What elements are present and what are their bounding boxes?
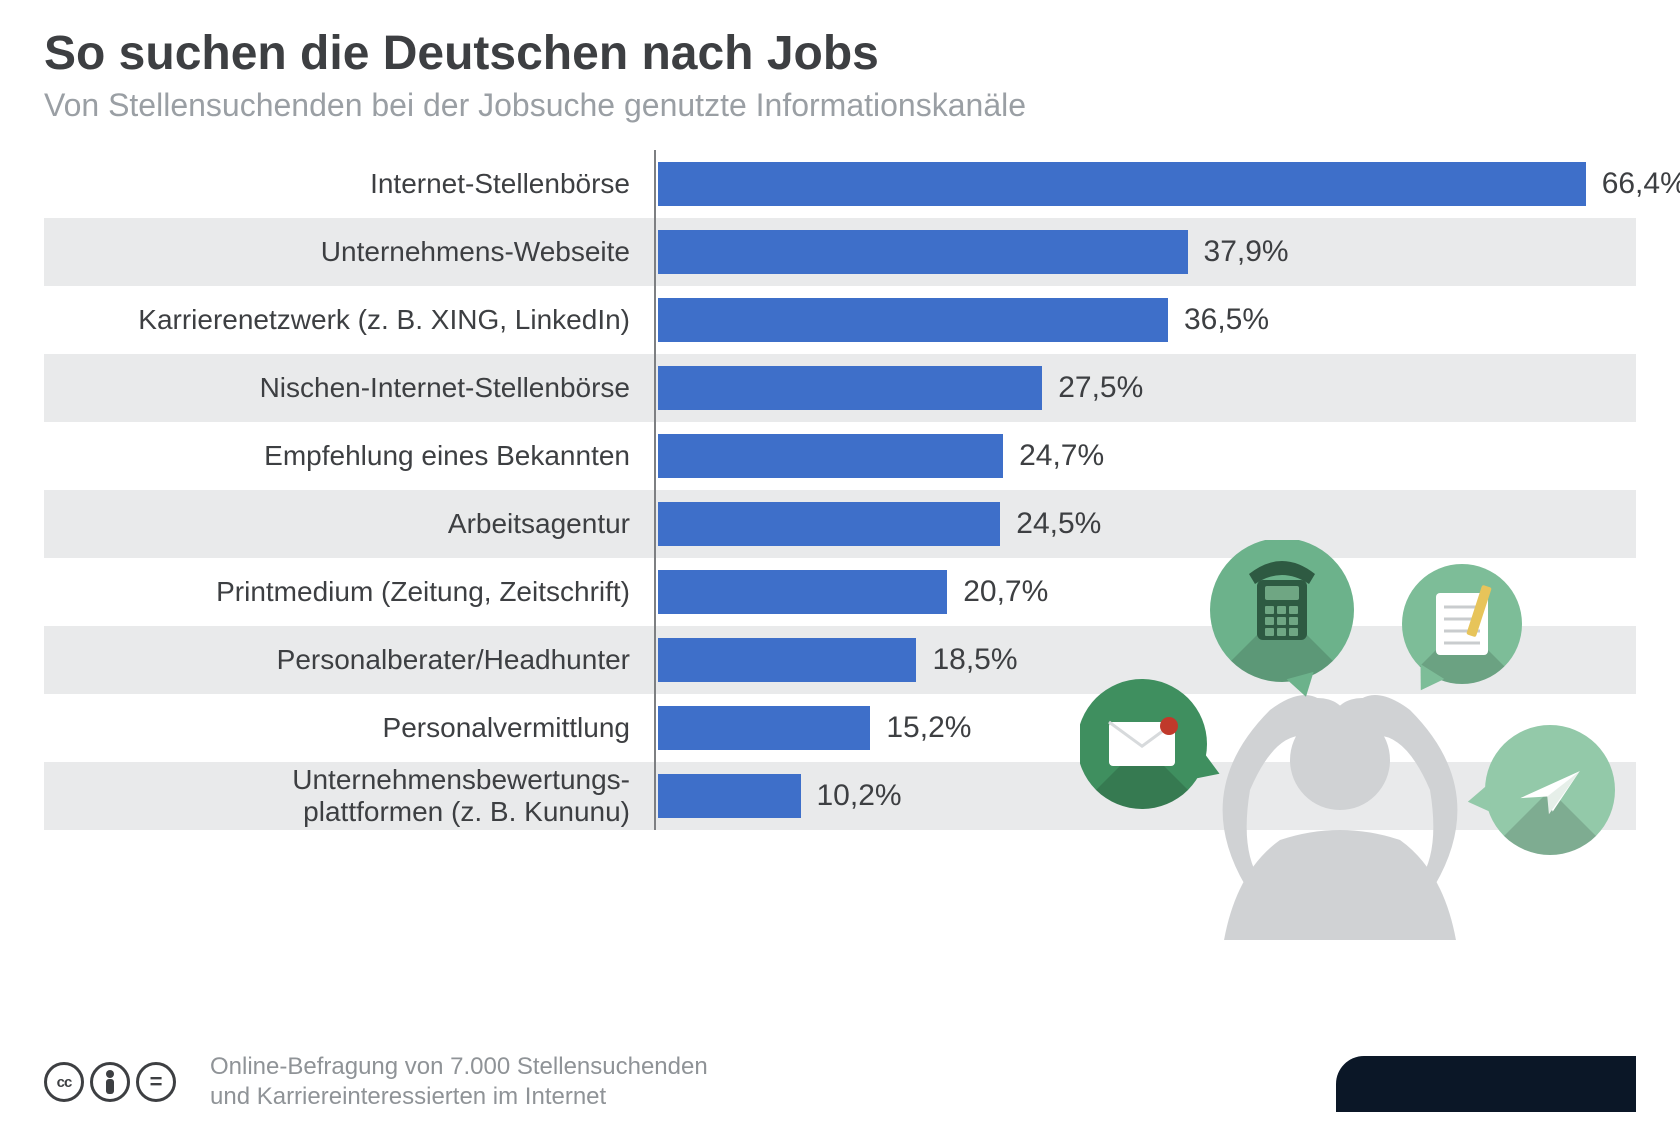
row-label-cell: Empfehlung eines Bekannten bbox=[44, 422, 654, 490]
row-label: Personalvermittlung bbox=[383, 712, 630, 743]
bar-value: 20,7% bbox=[963, 575, 1048, 609]
mail-icon bbox=[1109, 717, 1178, 766]
row-label-cell: Karrierenetzwerk (z. B. XING, LinkedIn) bbox=[44, 286, 654, 354]
bar-value: 27,5% bbox=[1058, 371, 1143, 405]
plane-bubble bbox=[1458, 725, 1620, 940]
row-label-cell: Arbeitsagentur bbox=[44, 490, 654, 558]
chart-row: Unternehmens-Webseite 37,9% bbox=[44, 218, 1636, 286]
bar-value: 10,2% bbox=[817, 779, 902, 813]
illustration bbox=[1080, 540, 1620, 940]
bar-value: 36,5% bbox=[1184, 303, 1269, 337]
infographic-page: So suchen die Deutschen nach Jobs Von St… bbox=[0, 0, 1680, 1130]
phone-icon bbox=[1249, 561, 1315, 640]
bar bbox=[658, 366, 1042, 410]
row-label: Empfehlung eines Bekannten bbox=[264, 440, 630, 471]
row-label: Personalberater/Headhunter bbox=[277, 644, 630, 675]
row-label-cell: Unternehmens-Webseite bbox=[44, 218, 654, 286]
nd-icon: = bbox=[136, 1062, 176, 1102]
brand-tab bbox=[1336, 1056, 1636, 1112]
bar bbox=[658, 230, 1188, 274]
bar bbox=[658, 570, 947, 614]
bar bbox=[658, 434, 1003, 478]
row-label-cell: Internet-Stellenbörse bbox=[44, 150, 654, 218]
chart-row: Internet-Stellenbörse66,4% bbox=[44, 150, 1636, 218]
bar bbox=[658, 638, 916, 682]
row-bar-cell: 36,5% bbox=[654, 286, 1636, 354]
row-label: Unternehmensbewertungs- plattformen (z. … bbox=[292, 764, 630, 827]
bar-value: 18,5% bbox=[932, 643, 1017, 677]
row-bar-cell: 27,5% bbox=[654, 354, 1636, 422]
bar-value: 15,2% bbox=[886, 711, 971, 745]
row-bar-cell: 24,7% bbox=[654, 422, 1636, 490]
row-bar-cell: 66,4% bbox=[654, 150, 1680, 218]
bar bbox=[658, 502, 1000, 546]
chart-row: Karrierenetzwerk (z. B. XING, LinkedIn) 3… bbox=[44, 286, 1636, 354]
row-bar-cell: 37,9% bbox=[654, 218, 1636, 286]
row-label: Printmedium (Zeitung, Zeitschrift) bbox=[216, 576, 630, 607]
footer: cc = Online-Befragung von 7.000 Stellens… bbox=[44, 1052, 1636, 1112]
row-label-cell: Nischen-Internet-Stellenbörse bbox=[44, 354, 654, 422]
row-label: Karrierenetzwerk (z. B. XING, LinkedIn) bbox=[138, 304, 630, 335]
bar-value: 37,9% bbox=[1204, 235, 1289, 269]
chart-row: Nischen-Internet-Stellenbörse 27,5% bbox=[44, 354, 1636, 422]
row-label-cell: Personalvermittlung bbox=[44, 694, 654, 762]
bar-value: 24,5% bbox=[1016, 507, 1101, 541]
bar bbox=[658, 298, 1168, 342]
footnote: Online-Befragung von 7.000 Stellensuchen… bbox=[210, 1052, 708, 1112]
attribution-icon bbox=[90, 1062, 130, 1102]
bar-value: 24,7% bbox=[1019, 439, 1104, 473]
row-label: Unternehmens-Webseite bbox=[321, 236, 630, 267]
bar bbox=[658, 774, 801, 818]
mail-bubble bbox=[1080, 679, 1246, 928]
row-label-cell: Printmedium (Zeitung, Zeitschrift) bbox=[44, 558, 654, 626]
row-label: Arbeitsagentur bbox=[448, 508, 630, 539]
cc-license-icons: cc = bbox=[44, 1062, 176, 1102]
bar bbox=[658, 706, 870, 750]
row-label-cell: Personalberater/Headhunter bbox=[44, 626, 654, 694]
row-label: Nischen-Internet-Stellenbörse bbox=[260, 372, 630, 403]
notepad-icon bbox=[1436, 585, 1492, 655]
illustration-svg bbox=[1080, 540, 1620, 940]
bar bbox=[658, 162, 1586, 206]
chart-row: Empfehlung eines Bekannten 24,7% bbox=[44, 422, 1636, 490]
page-subtitle: Von Stellensuchenden bei der Jobsuche ge… bbox=[44, 87, 1636, 124]
page-title: So suchen die Deutschen nach Jobs bbox=[44, 28, 1636, 81]
bar-value: 66,4% bbox=[1602, 167, 1680, 201]
row-label: Internet-Stellenbörse bbox=[370, 168, 630, 199]
cc-icon: cc bbox=[44, 1062, 84, 1102]
row-label-cell: Unternehmensbewertungs- plattformen (z. … bbox=[44, 762, 654, 830]
